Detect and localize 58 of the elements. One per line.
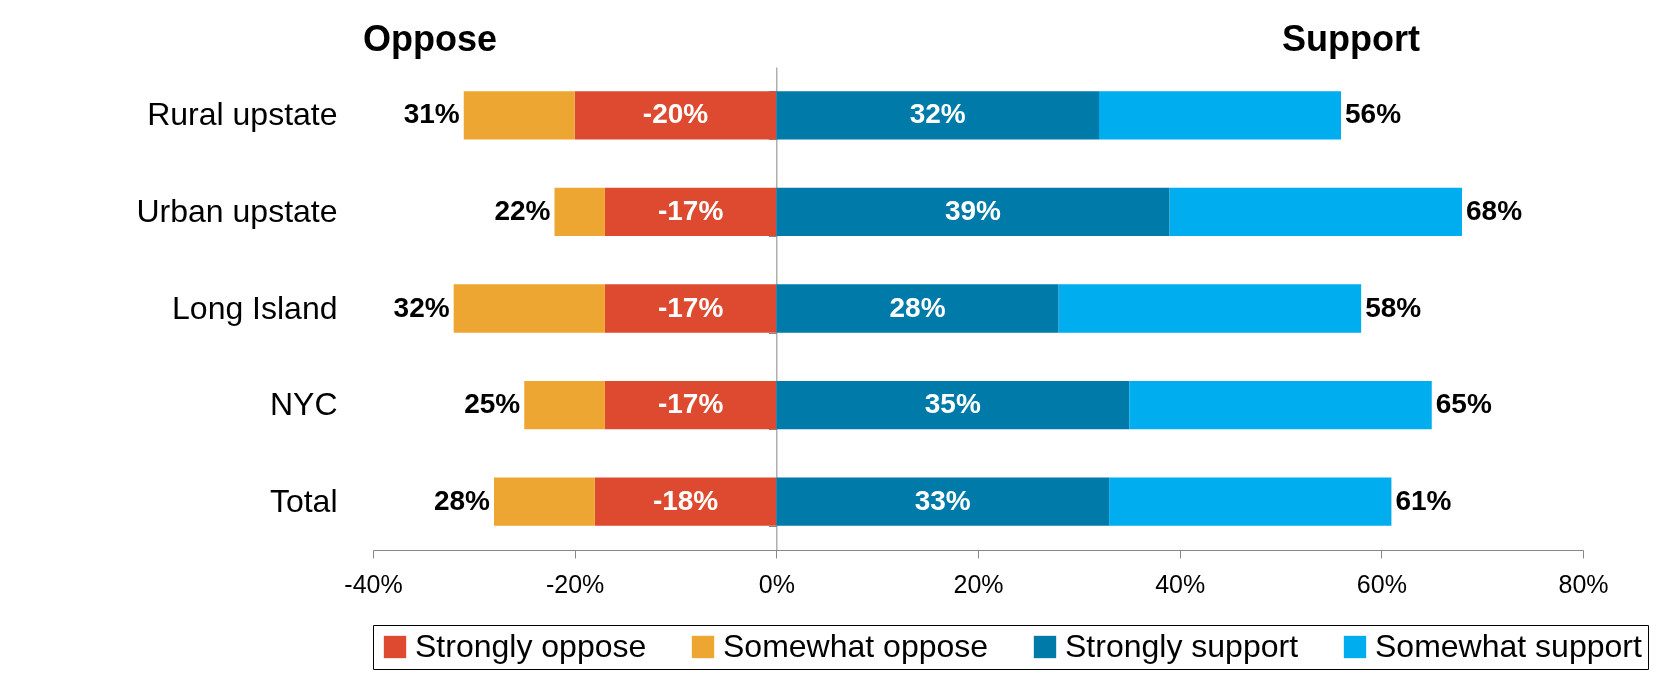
bar bbox=[594, 477, 777, 526]
x-tick-label: 80% bbox=[1558, 569, 1609, 598]
text: 22% bbox=[494, 194, 551, 226]
text: 31% bbox=[403, 98, 460, 130]
data-label: -17% bbox=[657, 388, 724, 420]
bar bbox=[453, 284, 605, 333]
y-tick-label: NYC bbox=[269, 386, 338, 423]
x-tick-label: 20% bbox=[953, 569, 1004, 598]
text: 32% bbox=[393, 291, 450, 323]
data-label: 32% bbox=[909, 98, 966, 130]
x-tick-label: 40% bbox=[1155, 569, 1206, 598]
text: 58% bbox=[1365, 291, 1422, 323]
y-tick-label: Total bbox=[269, 482, 338, 519]
y-tick-label: Urban upstate bbox=[136, 192, 338, 229]
x-tick-label: -20% bbox=[545, 569, 605, 598]
text: 68% bbox=[1466, 194, 1523, 226]
bar bbox=[1109, 477, 1392, 526]
text: 56% bbox=[1345, 98, 1402, 130]
data-label: -20% bbox=[642, 98, 709, 130]
bar bbox=[1058, 284, 1362, 333]
bar bbox=[1129, 380, 1432, 430]
text: 28% bbox=[433, 484, 490, 516]
data-label: 28% bbox=[889, 291, 946, 323]
text: 65% bbox=[1435, 388, 1492, 420]
text: Oppose bbox=[363, 18, 498, 59]
bar bbox=[1169, 187, 1462, 237]
text: Support bbox=[1282, 18, 1420, 59]
bar bbox=[554, 187, 605, 237]
text: 25% bbox=[464, 388, 521, 420]
y-tick-label: Long Island bbox=[172, 289, 338, 326]
data-label: 39% bbox=[944, 194, 1002, 226]
bar bbox=[776, 187, 1170, 237]
bar bbox=[463, 91, 575, 140]
y-tick-label: Rural upstate bbox=[147, 96, 338, 133]
legend-label: Somewhat oppose bbox=[723, 628, 989, 664]
bar bbox=[1099, 91, 1341, 140]
x-tick-label: -40% bbox=[344, 569, 403, 598]
bar bbox=[604, 380, 777, 430]
bar bbox=[604, 187, 777, 237]
legend-label: Somewhat support bbox=[1375, 628, 1642, 664]
x-tick-label: 60% bbox=[1356, 569, 1407, 598]
legend-label: Strongly oppose bbox=[415, 628, 647, 664]
bar bbox=[524, 380, 605, 430]
data-label: 35% bbox=[924, 388, 981, 420]
bar bbox=[776, 91, 1099, 140]
bar bbox=[574, 91, 777, 140]
bar bbox=[604, 284, 777, 333]
data-label: -18% bbox=[652, 484, 719, 516]
bar bbox=[776, 284, 1059, 333]
text: 61% bbox=[1395, 484, 1452, 516]
x-tick-label: 0% bbox=[758, 569, 795, 598]
bar bbox=[776, 380, 1130, 430]
bar bbox=[494, 477, 595, 526]
bar bbox=[776, 477, 1110, 526]
data-label: 33% bbox=[914, 484, 971, 516]
data-label: -17% bbox=[657, 291, 724, 323]
data-label: -17% bbox=[657, 194, 724, 226]
legend-label: Strongly support bbox=[1065, 628, 1299, 664]
